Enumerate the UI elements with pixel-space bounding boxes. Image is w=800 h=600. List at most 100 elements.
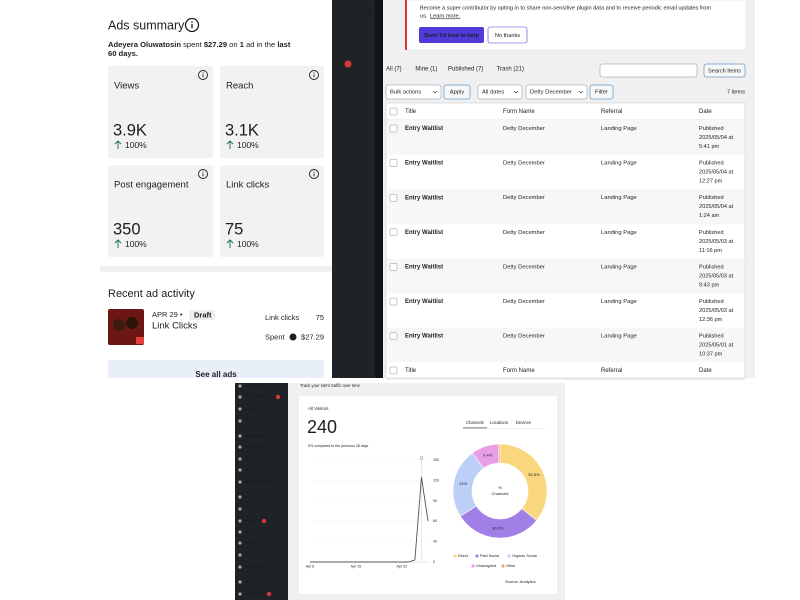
checkbox: [389, 228, 398, 237]
menu-item[interactable]: Comments: [245, 383, 269, 388]
entry-title[interactable]: Entry Waitlist: [405, 334, 443, 340]
form-name[interactable]: Detty December: [503, 161, 545, 167]
menu-item[interactable]: Users: [245, 529, 258, 534]
form-name[interactable]: Detty December: [503, 230, 545, 236]
tab[interactable]: Devices: [516, 420, 531, 425]
entry-title[interactable]: Entry Waitlist: [405, 195, 443, 201]
legend-label: Paid Social: [480, 554, 499, 558]
tab[interactable]: Locations: [490, 420, 508, 425]
menu-item[interactable]: Elements: [245, 456, 266, 461]
time: 9:43 pm: [699, 282, 720, 288]
column-header[interactable]: Date: [699, 109, 712, 115]
button[interactable]: Filter: [595, 90, 608, 96]
no-button[interactable]: No thanks: [495, 33, 520, 39]
entry-title[interactable]: Entry Waitlist: [405, 264, 443, 270]
menu-item[interactable]: Insights: [245, 591, 263, 596]
metric-change: 100%: [125, 239, 147, 249]
form-name[interactable]: Detty December: [503, 264, 545, 270]
row: [386, 327, 745, 363]
search-input: [599, 63, 698, 78]
referral[interactable]: Landing Page: [601, 126, 637, 132]
entry-title[interactable]: Entry Waitlist: [405, 299, 443, 305]
column-footer[interactable]: Date: [699, 368, 712, 374]
chevron: [513, 90, 519, 94]
menu-item[interactable]: Plugins: [245, 518, 262, 523]
form-name[interactable]: Detty December: [503, 126, 545, 132]
see-all-button[interactable]: See all ads: [195, 370, 237, 379]
row: [386, 189, 745, 224]
menu-icon: [238, 419, 242, 423]
x-tick-label: Apr 22: [396, 564, 407, 568]
select[interactable]: All dates: [482, 90, 504, 96]
column-footer[interactable]: Title: [405, 368, 417, 374]
info-icon: [309, 70, 319, 80]
chevron: [578, 90, 584, 94]
entry-title[interactable]: Entry Waitlist: [405, 126, 443, 132]
menu-item[interactable]: Templates: [245, 444, 268, 449]
menu-item[interactable]: Jeg Elementor Kit: [245, 552, 285, 557]
referral[interactable]: Landing Page: [601, 264, 637, 270]
referral[interactable]: Landing Page: [601, 161, 637, 167]
entry-title[interactable]: Entry Waitlist: [405, 230, 443, 236]
date-status: Published: [699, 230, 724, 236]
view-link[interactable]: All (7): [386, 67, 402, 73]
menu-item[interactable]: Elementor: [245, 433, 268, 438]
menu-item[interactable]: Contact: [245, 406, 263, 411]
column-header: Form Name: [503, 109, 535, 115]
select: [385, 84, 442, 100]
menu-item[interactable]: Appearance: [245, 506, 272, 511]
time: 5:41 pm: [699, 144, 720, 150]
checkbox: [389, 366, 398, 375]
menu-item[interactable]: Broken Links: [245, 579, 275, 584]
menu-item[interactable]: WPForms: [245, 467, 267, 472]
sidebar-item[interactable]: ngs: [334, 25, 344, 31]
view-link[interactable]: Mine (1): [415, 67, 437, 73]
entry-title[interactable]: Entry Waitlist: [405, 161, 443, 167]
up-arrow: [226, 140, 234, 149]
referral[interactable]: Landing Page: [601, 230, 637, 236]
form-name[interactable]: Detty December: [503, 334, 545, 340]
menu-item[interactable]: ElementsKit: [245, 479, 272, 484]
button[interactable]: Apply: [450, 90, 465, 96]
form-name[interactable]: Detty December: [503, 299, 545, 305]
admin-sidebar-edge: [375, 0, 383, 378]
menu-item[interactable]: Rank Math SEO: [245, 418, 280, 423]
checkbox: [389, 107, 398, 116]
sidebar-item[interactable]: ove menu: [334, 78, 360, 84]
search-button[interactable]: Search Items: [708, 68, 741, 74]
sidebar-item[interactable]: ents: [334, 62, 345, 68]
tab[interactable]: Channels: [466, 420, 484, 425]
menu-icon: [238, 565, 242, 569]
donut-center: Channels: [492, 491, 509, 496]
select: [525, 84, 588, 100]
menu-item[interactable]: UAE: [245, 494, 255, 499]
yes-button[interactable]: Sure! I'd love to help: [424, 33, 479, 39]
metric-card: [108, 165, 213, 257]
stat-label: Spent: [265, 332, 286, 341]
summary-part: Adeyera Oluwatosin: [108, 40, 181, 49]
sidebar-item[interactable]: en Links: [334, 47, 356, 53]
column-header[interactable]: Title: [405, 109, 417, 115]
form-name[interactable]: Detty December: [503, 195, 545, 201]
menu-item[interactable]: Tools: [245, 540, 257, 545]
date: 2025/05/04 at: [699, 204, 734, 210]
menu-item[interactable]: Settings: [245, 564, 264, 569]
source[interactable]: Source: Analytics: [505, 579, 536, 584]
section-title: Recent ad activity: [108, 288, 195, 300]
menu-item[interactable]: OptinMonster: [245, 394, 275, 399]
menu-icon: [238, 592, 242, 596]
select[interactable]: Detty December: [530, 90, 572, 96]
visitors-card: [299, 396, 557, 594]
referral[interactable]: Landing Page: [601, 334, 637, 340]
time: 11:16 pm: [699, 248, 722, 254]
select[interactable]: Bulk actions: [390, 90, 421, 96]
view-link[interactable]: Published (7): [448, 67, 483, 73]
sidebar-item[interactable]: Elementor Kit: [334, 10, 370, 16]
view-link[interactable]: Trash (21): [497, 67, 524, 73]
notice-link[interactable]: Learn more.: [430, 13, 461, 19]
referral[interactable]: Landing Page: [601, 195, 637, 201]
checkbox: [389, 193, 398, 202]
referral[interactable]: Landing Page: [601, 299, 637, 305]
info-icon: [309, 169, 319, 179]
row: [386, 258, 745, 293]
